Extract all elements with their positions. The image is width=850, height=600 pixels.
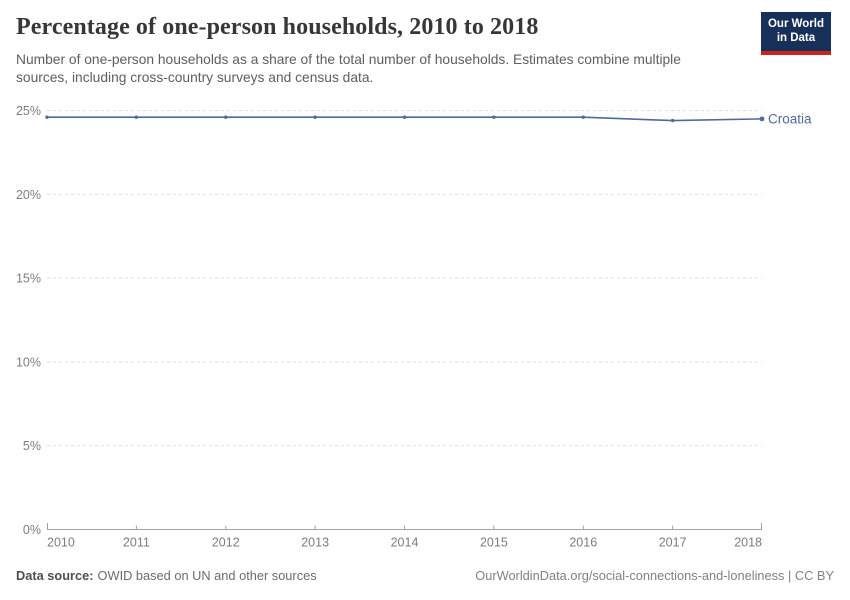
x-tick-label: 2013 — [301, 536, 329, 550]
x-tick-label: 2017 — [659, 536, 687, 550]
chart-subtitle: Number of one-person households as a sha… — [16, 52, 681, 85]
data-point[interactable] — [313, 115, 317, 119]
data-point[interactable] — [224, 115, 228, 119]
y-tick-label: 15% — [16, 272, 41, 286]
x-tick-label: 2014 — [391, 536, 419, 550]
data-source-note: Data source: OWID based on UN and other s… — [16, 568, 317, 583]
x-tick-label: 2010 — [47, 536, 75, 550]
series-label[interactable]: Croatia — [768, 111, 812, 126]
credit-link: OurWorldinData.org/social-connections-an… — [475, 568, 834, 583]
line-chart[interactable]: 0% 5% 10% 15% 20% 25% 2010 2011 2012 2013 2014 2015… — [0, 95, 850, 565]
x-tick-label: 2012 — [212, 536, 240, 550]
owid-logo: Our World in Data — [760, 12, 831, 55]
data-point[interactable] — [759, 116, 765, 122]
page-title: Percentage of one-person households, 201… — [16, 14, 539, 40]
data-point[interactable] — [134, 115, 139, 119]
chart-footer: Data source: OWID based on UN and other s… — [16, 568, 834, 583]
owid-logo-line1: Our World — [767, 18, 824, 30]
owid-logo-line2: in Data — [776, 32, 816, 45]
y-tick-label: 0% — [23, 523, 41, 537]
x-tick-label: 2016 — [569, 536, 597, 550]
y-tick-label: 10% — [16, 355, 41, 369]
x-tick-label: 2011 — [123, 536, 150, 550]
data-source-text: OWID based on UN and other sources — [97, 568, 317, 583]
data-point[interactable] — [581, 115, 585, 119]
x-tick-label: 2015 — [480, 536, 508, 550]
data-point[interactable] — [670, 118, 675, 123]
data-point[interactable] — [45, 115, 49, 119]
data-source-label: Data source: — [16, 568, 94, 583]
y-tick-label: 5% — [23, 439, 41, 453]
x-tick-label: 2018 — [734, 536, 762, 550]
y-tick-label: 20% — [16, 188, 41, 202]
data-point[interactable] — [402, 115, 407, 119]
y-tick-label: 25% — [16, 104, 41, 118]
data-point[interactable] — [492, 115, 496, 119]
